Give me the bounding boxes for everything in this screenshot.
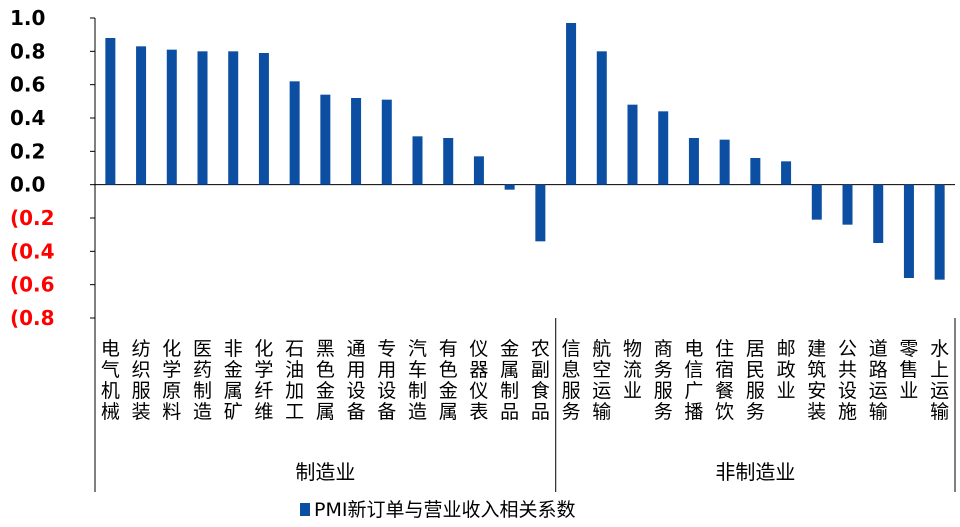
bar	[167, 50, 177, 185]
category-label: 电信广播	[684, 338, 703, 423]
bar	[658, 111, 668, 184]
category-label: 商务服务	[654, 338, 673, 423]
category-label: 住宿餐饮	[715, 338, 734, 423]
y-tick-label: (0.4	[10, 239, 55, 263]
bar	[628, 105, 638, 185]
bar	[812, 185, 822, 220]
category-label: 零售业	[899, 338, 918, 402]
category-label: 医药制造	[193, 338, 212, 423]
legend-label: PMI新订单与营业收入相关系数	[314, 499, 575, 521]
bar	[781, 161, 791, 184]
y-tick-label: 0.2	[10, 139, 45, 163]
bar	[535, 185, 545, 242]
category-label: 黑色金属	[316, 338, 335, 423]
category-label: 电气机械	[101, 338, 120, 423]
bar	[935, 185, 945, 280]
category-label: 航空运输	[592, 338, 611, 423]
legend-swatch	[300, 503, 310, 516]
category-label: 非金属矿	[224, 338, 243, 423]
category-label: 汽车制造	[408, 338, 427, 423]
bar	[750, 158, 760, 185]
category-label: 道路运输	[869, 338, 888, 423]
group-label: 制造业	[295, 460, 355, 484]
category-label: 化学纤维	[254, 338, 273, 423]
bar	[320, 95, 330, 185]
y-tick-label: (0.6	[10, 273, 55, 297]
category-label: 仪器仪表	[469, 338, 488, 423]
bar	[198, 51, 208, 184]
y-tick-label: 0.8	[10, 39, 45, 63]
category-label: 邮政业	[777, 338, 796, 402]
category-label: 农副食品	[531, 338, 550, 423]
bar	[873, 185, 883, 243]
category-label: 建筑安装	[807, 338, 826, 423]
bar	[720, 140, 730, 185]
bar	[566, 23, 576, 185]
y-tick-label: 0.0	[10, 173, 45, 197]
category-label: 公共设施	[838, 338, 857, 423]
bar	[443, 138, 453, 185]
category-label: 金属制品	[500, 338, 519, 423]
category-label: 化学原料	[162, 338, 181, 423]
category-label: 居民服务	[746, 338, 765, 423]
category-label: 专用设备	[377, 338, 396, 423]
group-label: 非制造业	[715, 460, 795, 484]
bar	[382, 100, 392, 185]
bar	[136, 46, 146, 184]
bar	[904, 185, 914, 278]
category-label: 有色金属	[439, 338, 458, 423]
category-label: 石油加工	[285, 338, 304, 423]
category-label: 信息服务	[562, 338, 581, 423]
bar	[290, 81, 300, 184]
bar	[689, 138, 699, 185]
category-label: 纺织服装	[132, 338, 151, 423]
category-label: 水上运输	[930, 338, 949, 423]
category-label: 通用设备	[347, 338, 366, 423]
bar	[105, 38, 115, 185]
y-tick-label: (0.2	[10, 206, 55, 230]
bar	[597, 51, 607, 184]
bar	[228, 51, 238, 184]
bar	[843, 185, 853, 225]
y-tick-label: (0.8	[10, 306, 55, 330]
bar	[351, 98, 361, 185]
y-tick-label: 1.0	[10, 6, 45, 30]
bar	[474, 156, 484, 184]
y-tick-label: 0.4	[10, 106, 45, 130]
bar	[259, 53, 269, 185]
bar	[413, 136, 423, 184]
y-tick-label: 0.6	[10, 73, 45, 97]
category-label: 物流业	[623, 338, 642, 402]
bar	[505, 185, 515, 190]
